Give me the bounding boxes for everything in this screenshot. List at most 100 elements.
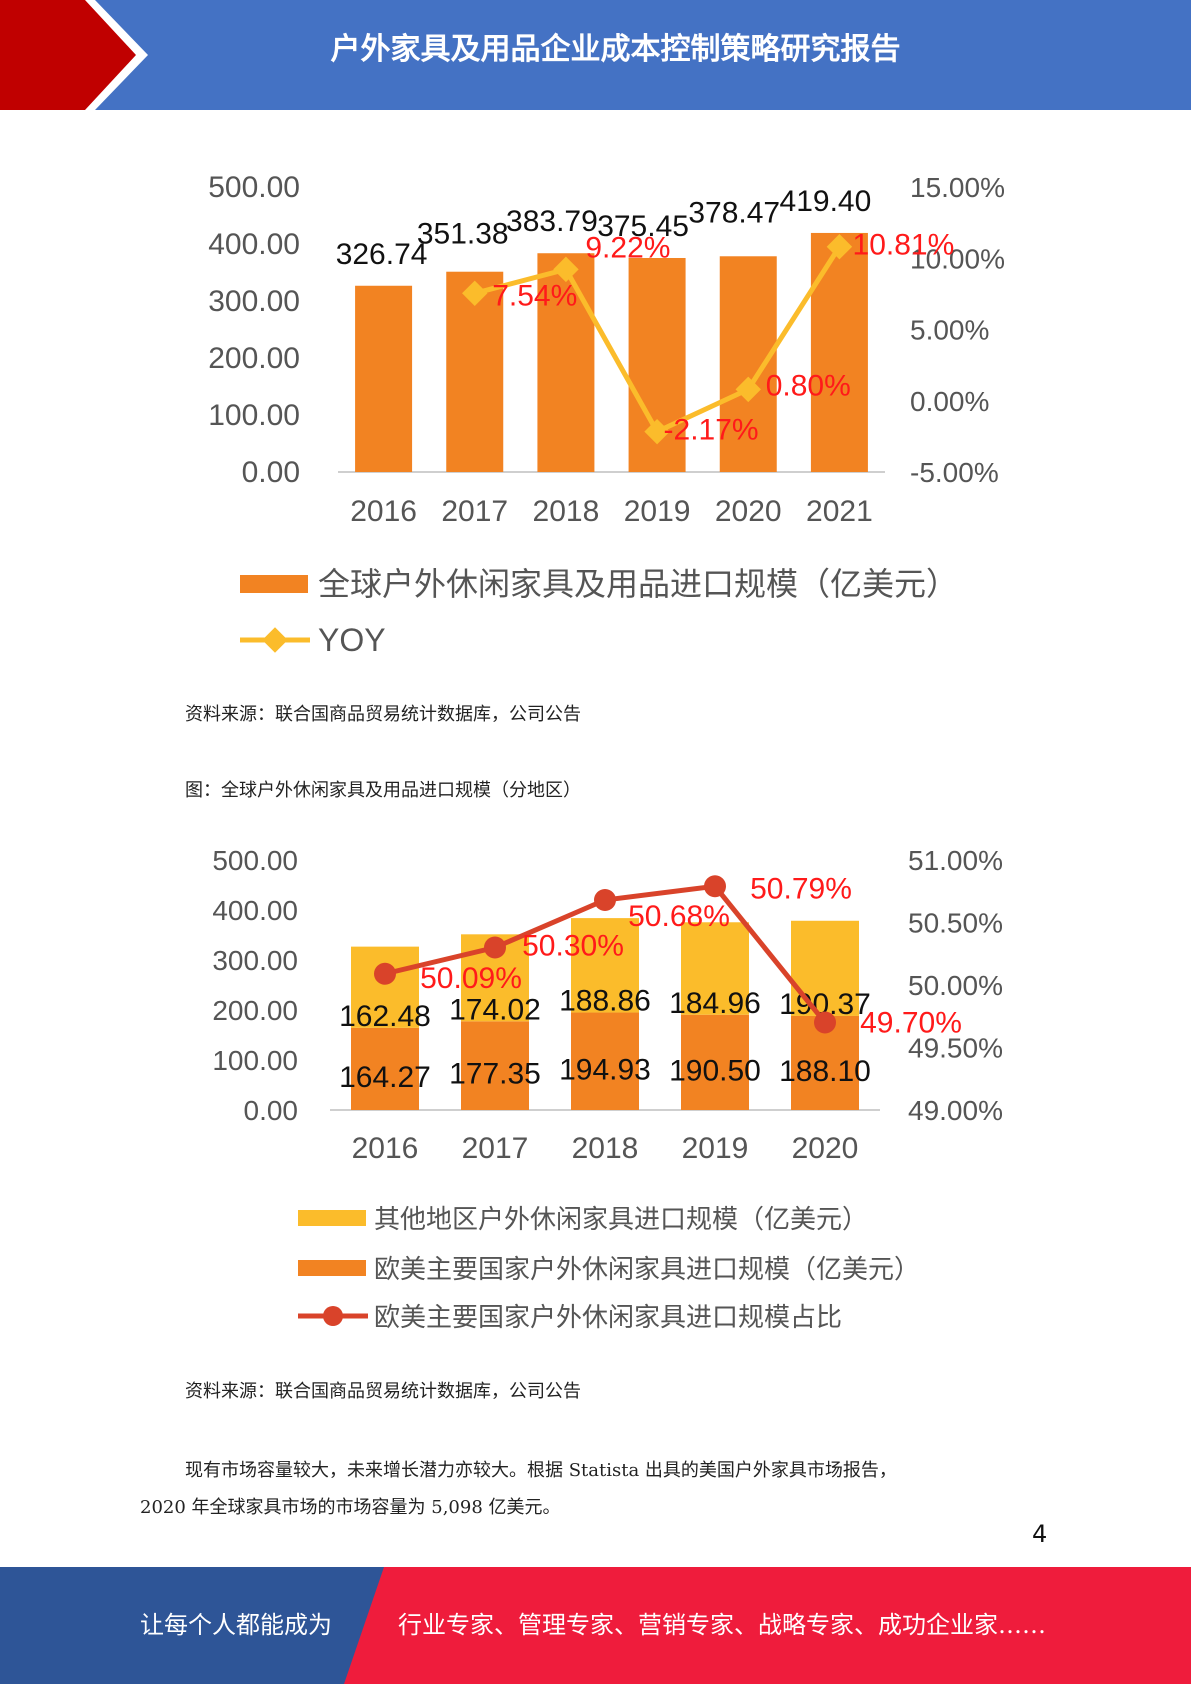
bar-value-label: 375.45	[597, 210, 689, 243]
yoy-value-label: -2.17%	[664, 414, 759, 447]
y2-tick-label: 51.00%	[908, 845, 1003, 876]
bar-import-scale	[810, 232, 868, 472]
x-tick-label: 2019	[682, 1132, 749, 1165]
y2-tick-label: -5.00%	[910, 457, 999, 488]
legend-label-bar: 全球户外休闲家具及用品进口规模（亿美元）	[318, 566, 958, 602]
y2-tick-label: 49.00%	[908, 1095, 1003, 1126]
report-title: 户外家具及用品企业成本控制策略研究报告	[330, 32, 901, 67]
share-marker	[374, 962, 396, 985]
bar-other-regions	[681, 922, 749, 1015]
yoy-marker	[735, 376, 761, 403]
y-tick-label: 500.00	[208, 171, 300, 204]
x-tick-label: 2016	[350, 495, 417, 528]
bar-europe-us	[351, 1027, 419, 1110]
bar-import-scale	[355, 285, 413, 472]
y-tick-label: 200.00	[208, 342, 300, 375]
upper-value-label: 174.02	[449, 993, 541, 1026]
bar-value-label: 326.74	[336, 238, 428, 271]
lower-value-label: 177.35	[449, 1058, 541, 1091]
y2-tick-label: 5.00%	[910, 315, 989, 346]
bar-value-label: 419.40	[780, 185, 872, 218]
bar-europe-us	[571, 1012, 639, 1110]
share-value-label: 50.79%	[750, 872, 852, 905]
upper-value-label: 162.48	[339, 1000, 431, 1033]
page-header: 户外家具及用品企业成本控制策略研究报告	[0, 0, 1191, 110]
figure-title-2: 图：全球户外休闲家具及用品进口规模（分地区）	[185, 780, 581, 801]
y-tick-label: 0.00	[244, 1095, 299, 1126]
x-tick-label: 2020	[715, 495, 782, 528]
lower-value-label: 190.50	[669, 1054, 761, 1087]
x-tick-label: 2017	[441, 495, 508, 528]
x-tick-label: 2019	[624, 495, 691, 528]
yoy-marker	[826, 233, 853, 260]
bar-value-label: 378.47	[688, 196, 780, 229]
header-banner-graphic	[0, 0, 1191, 110]
share-marker	[704, 875, 726, 898]
x-tick-label: 2016	[352, 1132, 419, 1165]
body-paragraph: 现有市场容量较大，未来增长潜力亦较大。根据 Statista 出具的美国户外家具…	[140, 1452, 1040, 1526]
bar-europe-us	[461, 1021, 529, 1110]
share-value-label: 50.68%	[628, 900, 730, 933]
legend-swatch-marker	[262, 627, 288, 653]
share-value-label: 50.09%	[420, 962, 522, 995]
legend-swatch-bar	[240, 575, 308, 593]
bar-other-regions	[571, 918, 639, 1013]
y-tick-label: 100.00	[212, 1045, 298, 1076]
legend-swatch-other	[298, 1210, 366, 1226]
x-tick-label: 2021	[806, 495, 873, 528]
bar-value-label: 351.38	[417, 218, 509, 251]
footer-slogan-right: 行业专家、管理专家、营销专家、战略专家、成功企业家……	[398, 1611, 1046, 1639]
upper-value-label: 184.96	[669, 987, 761, 1020]
y-tick-label: 200.00	[212, 995, 298, 1026]
y-tick-label: 300.00	[212, 945, 298, 976]
bar-import-scale	[537, 253, 595, 472]
legend-label-line: YOY	[318, 622, 386, 658]
chart1-svg: 0.00 100.00 200.00 300.00 400.00 500.00 -5.00%…	[208, 171, 1005, 658]
y2-tick-label: 10.00%	[910, 243, 1005, 274]
share-marker	[594, 889, 616, 911]
y-tick-label: 0.00	[242, 456, 300, 489]
bar-other-regions	[791, 920, 859, 1016]
legend-label-share: 欧美主要国家户外休闲家具进口规模占比	[374, 1302, 842, 1332]
share-marker	[814, 1011, 836, 1034]
chart2-svg: 0.00 100.00 200.00 300.00 400.00 500.00 49.00%…	[212, 845, 1003, 1332]
chart-global-import-scale: 0.00 100.00 200.00 300.00 400.00 500.00 -5.00%…	[0, 150, 1191, 670]
yoy-value-label: 0.80%	[766, 369, 851, 402]
footer-banner-graphic	[0, 1567, 1191, 1684]
yoy-marker	[644, 418, 670, 445]
y2-tick-label: 49.50%	[908, 1033, 1003, 1064]
y2-tick-label: 0.00%	[910, 386, 989, 417]
page-footer: 让每个人都能成为 行业专家、管理专家、营销专家、战略专家、成功企业家……	[0, 1567, 1191, 1684]
y2-tick-label: 15.00%	[910, 172, 1005, 203]
source-note-1: 资料来源：联合国商品贸易统计数据库，公司公告	[185, 704, 581, 725]
y2-tick-label: 50.50%	[908, 908, 1003, 939]
share-value-label: 50.30%	[522, 930, 624, 963]
y-tick-label: 400.00	[212, 895, 298, 926]
legend-label-europe-us: 欧美主要国家户外休闲家具进口规模（亿美元）	[374, 1254, 920, 1284]
y-tick-label: 100.00	[208, 399, 300, 432]
lower-value-label: 164.27	[339, 1061, 431, 1094]
yoy-value-label: 9.22%	[585, 231, 670, 264]
yoy-marker	[462, 280, 488, 307]
source-note-2: 资料来源：联合国商品贸易统计数据库，公司公告	[185, 1381, 581, 1402]
x-tick-label: 2017	[462, 1132, 529, 1165]
y2-tick-label: 50.00%	[908, 970, 1003, 1001]
yoy-value-label: 7.54%	[492, 279, 577, 312]
footer-slogan-left: 让每个人都能成为	[140, 1611, 332, 1639]
page-number: 4	[1032, 1520, 1048, 1548]
lower-value-label: 194.93	[559, 1053, 651, 1086]
yoy-value-label: 10.81%	[853, 229, 955, 262]
legend-swatch-marker	[323, 1306, 343, 1326]
legend-label-other: 其他地区户外休闲家具进口规模（亿美元）	[374, 1204, 868, 1234]
y-tick-label: 500.00	[212, 845, 298, 876]
paragraph-line-1: 现有市场容量较大，未来增长潜力亦较大。根据 Statista 出具的美国户外家具…	[185, 1460, 897, 1481]
x-tick-label: 2018	[572, 1132, 639, 1165]
legend-swatch-europe-us	[298, 1260, 366, 1276]
lower-value-label: 188.10	[779, 1055, 871, 1088]
x-tick-label: 2020	[792, 1132, 859, 1165]
share-value-label: 49.70%	[860, 1007, 962, 1040]
chart-regional-import-scale: 0.00 100.00 200.00 300.00 400.00 500.00 49.00%…	[0, 830, 1191, 1350]
share-marker	[484, 936, 506, 959]
upper-value-label: 188.86	[559, 985, 651, 1018]
paragraph-line-2: 2020 年全球家具市场的市场容量为 5,098 亿美元。	[140, 1497, 561, 1518]
